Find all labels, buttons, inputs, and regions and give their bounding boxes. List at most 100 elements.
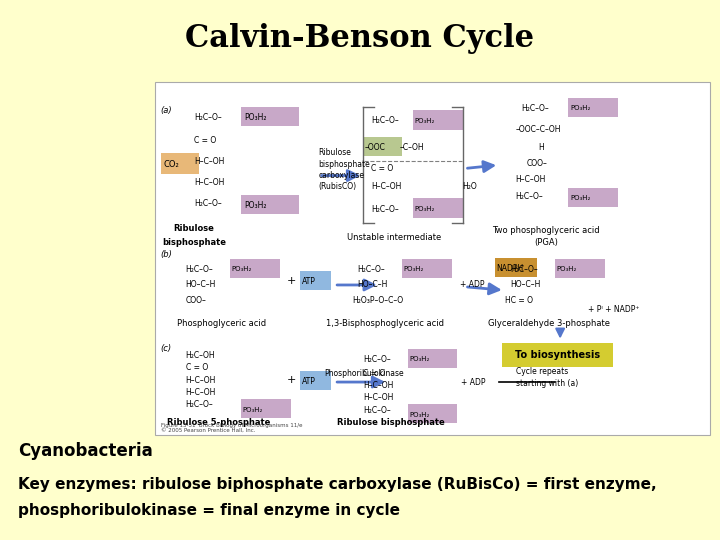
Text: bisphosphate: bisphosphate bbox=[162, 238, 226, 247]
Text: C = O: C = O bbox=[363, 369, 385, 377]
Text: Calvin-Benson Cycle: Calvin-Benson Cycle bbox=[186, 23, 534, 53]
Bar bbox=[502, 342, 613, 367]
Text: H₂C–O–: H₂C–O– bbox=[516, 192, 544, 201]
Text: ATP: ATP bbox=[302, 277, 316, 286]
Text: H–C–OH: H–C–OH bbox=[363, 394, 394, 402]
Text: H–C–OH: H–C–OH bbox=[363, 381, 394, 390]
Text: H₂O: H₂O bbox=[462, 181, 477, 191]
Text: H₂C–O–: H₂C–O– bbox=[194, 199, 222, 208]
Text: H–C–OH: H–C–OH bbox=[186, 376, 216, 385]
Text: carboxylase: carboxylase bbox=[319, 171, 365, 180]
Text: H₂C–O–: H₂C–O– bbox=[510, 265, 538, 274]
Bar bbox=[413, 199, 463, 218]
Text: HO–C–H: HO–C–H bbox=[358, 280, 388, 289]
Bar bbox=[241, 195, 300, 214]
Bar bbox=[363, 137, 402, 156]
Text: PO₃H₂: PO₃H₂ bbox=[409, 411, 430, 417]
Bar bbox=[408, 348, 457, 368]
Text: Phosphoglyceric acid: Phosphoglyceric acid bbox=[177, 319, 266, 328]
Text: H₂C–O–: H₂C–O– bbox=[363, 406, 391, 415]
Text: –OOC–C–OH: –OOC–C–OH bbox=[516, 125, 562, 134]
Text: PO₃H₂: PO₃H₂ bbox=[409, 356, 430, 362]
Bar bbox=[408, 404, 457, 423]
Text: ATP: ATP bbox=[302, 377, 316, 386]
Text: H–C–OH: H–C–OH bbox=[194, 157, 224, 166]
Text: PO₃H₂: PO₃H₂ bbox=[415, 118, 435, 124]
Text: Cycle repeats: Cycle repeats bbox=[516, 367, 568, 376]
Bar bbox=[155, 82, 710, 435]
Text: 1,3-Bisphosphoglyceric acid: 1,3-Bisphosphoglyceric acid bbox=[326, 319, 444, 328]
Text: CO₂: CO₂ bbox=[164, 160, 179, 168]
Text: bisphosphate: bisphosphate bbox=[319, 160, 371, 170]
Text: H₂O₃P–O–C–O: H₂O₃P–O–C–O bbox=[352, 296, 403, 305]
Text: Ribulose: Ribulose bbox=[174, 224, 215, 233]
Text: COO–: COO– bbox=[527, 159, 548, 168]
Text: To biosynthesis: To biosynthesis bbox=[515, 350, 600, 360]
Text: H₂C–O–: H₂C–O– bbox=[186, 401, 213, 409]
Text: Ribulose: Ribulose bbox=[319, 148, 351, 157]
Text: PO₃H₂: PO₃H₂ bbox=[232, 266, 252, 272]
Text: +: + bbox=[287, 276, 296, 286]
Text: NADPH: NADPH bbox=[496, 264, 523, 273]
Text: Unstable intermediate: Unstable intermediate bbox=[346, 233, 441, 242]
Bar bbox=[402, 259, 452, 278]
Text: PO₃H₂: PO₃H₂ bbox=[570, 105, 590, 111]
Bar bbox=[554, 259, 605, 278]
Text: (a): (a) bbox=[161, 106, 172, 114]
Text: Two phosphoglyceric acid: Two phosphoglyceric acid bbox=[492, 226, 600, 235]
Bar bbox=[413, 110, 463, 130]
Text: H: H bbox=[538, 143, 544, 152]
Text: Cyanobacteria: Cyanobacteria bbox=[18, 442, 153, 460]
Text: +: + bbox=[287, 375, 296, 385]
Bar bbox=[300, 371, 331, 390]
Text: H–C–OH: H–C–OH bbox=[372, 181, 402, 191]
Text: PO₃H₂: PO₃H₂ bbox=[557, 266, 577, 272]
Text: © 2005 Pearson Prentice Hall, Inc.: © 2005 Pearson Prentice Hall, Inc. bbox=[161, 428, 255, 433]
Text: + ADP: + ADP bbox=[459, 280, 484, 289]
Text: + Pᴵ + NADP⁺: + Pᴵ + NADP⁺ bbox=[588, 305, 639, 314]
Bar bbox=[230, 259, 280, 278]
Text: (c): (c) bbox=[161, 344, 171, 353]
Text: Key enzymes: ribulose biphosphate carboxylase (RuBisCo) = first enzyme,: Key enzymes: ribulose biphosphate carbox… bbox=[18, 476, 657, 491]
Text: starting with (a): starting with (a) bbox=[516, 379, 578, 388]
Text: H₂C–O–: H₂C–O– bbox=[358, 265, 385, 274]
Text: Ribulose bisphosphate: Ribulose bisphosphate bbox=[337, 418, 445, 427]
Text: H–C–OH: H–C–OH bbox=[194, 178, 224, 187]
Text: PO₃H₂: PO₃H₂ bbox=[415, 206, 435, 212]
Text: COO–: COO– bbox=[186, 296, 207, 305]
Text: HO–C–H: HO–C–H bbox=[510, 280, 541, 289]
Text: H–C–OH: H–C–OH bbox=[186, 388, 216, 397]
Text: –C–OH: –C–OH bbox=[399, 143, 424, 152]
Bar bbox=[569, 188, 618, 207]
Text: HC = O: HC = O bbox=[505, 296, 533, 305]
Text: PO₃H₂: PO₃H₂ bbox=[570, 195, 590, 201]
Text: phosphoribulokinase = final enzyme in cycle: phosphoribulokinase = final enzyme in cy… bbox=[18, 503, 400, 517]
Text: C = O: C = O bbox=[372, 164, 394, 173]
Text: PO₃H₂: PO₃H₂ bbox=[244, 113, 266, 122]
Text: (PGA): (PGA) bbox=[534, 238, 558, 247]
Text: C = O: C = O bbox=[186, 363, 208, 373]
Text: H–C–OH: H–C–OH bbox=[516, 174, 546, 184]
Bar bbox=[241, 399, 291, 418]
Bar bbox=[495, 258, 537, 277]
Bar bbox=[161, 153, 199, 174]
Text: H₂C–O–: H₂C–O– bbox=[186, 265, 213, 274]
Text: H₂C–O–: H₂C–O– bbox=[363, 355, 391, 363]
Text: H₂C–O–: H₂C–O– bbox=[194, 113, 222, 122]
Text: HO–C–H: HO–C–H bbox=[186, 280, 216, 289]
Text: PO₃H₂: PO₃H₂ bbox=[244, 201, 266, 210]
Text: (RubisCO): (RubisCO) bbox=[319, 181, 357, 191]
Text: C = O: C = O bbox=[194, 136, 216, 145]
Text: H₂C–O–: H₂C–O– bbox=[372, 205, 399, 214]
Text: Glyceraldehyde 3-phosphate: Glyceraldehyde 3-phosphate bbox=[488, 319, 610, 328]
Text: Ribulose 5-phosphate: Ribulose 5-phosphate bbox=[167, 418, 271, 427]
Text: Figure 13-31  Brock Biology of Microorganisms 11/e: Figure 13-31 Brock Biology of Microorgan… bbox=[161, 423, 302, 428]
Text: H₂C–O–: H₂C–O– bbox=[372, 116, 399, 125]
Bar bbox=[569, 98, 618, 117]
Text: H₂C–O–: H₂C–O– bbox=[521, 104, 549, 113]
Text: Phosphoribulokinase: Phosphoribulokinase bbox=[324, 369, 404, 377]
Text: + ADP: + ADP bbox=[462, 377, 486, 387]
Text: (b): (b) bbox=[161, 251, 172, 260]
Text: –OOC: –OOC bbox=[365, 143, 386, 152]
Bar bbox=[241, 107, 300, 126]
